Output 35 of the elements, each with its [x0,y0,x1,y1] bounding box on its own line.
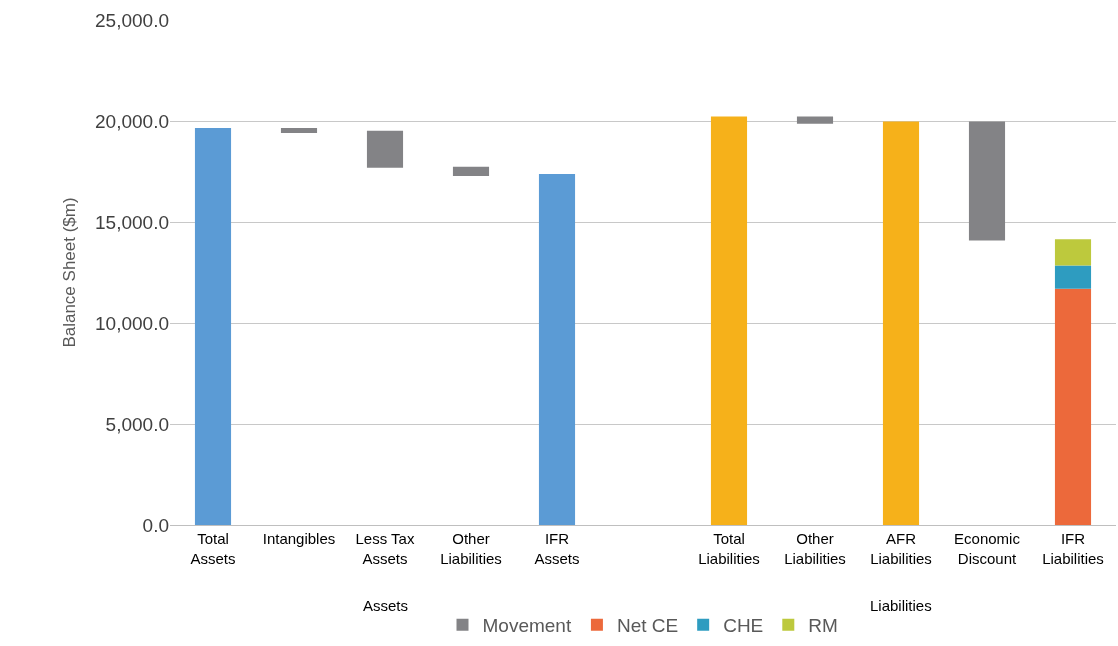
bar [366,130,404,168]
x-tick-label: AFR Liabilities [870,530,932,567]
legend-label: CHE [723,615,764,637]
bar [710,116,748,525]
y-tick-label: 20,000.0 [95,110,169,132]
x-tick-label: Less Tax Assets [355,530,415,567]
bar [968,121,1006,241]
text: Assets [363,597,409,614]
legend-label: Movement [482,615,572,637]
bar [194,128,232,525]
bar [280,128,318,134]
x-tick-label: IFR Assets [534,530,580,567]
bar [882,121,920,525]
x-tick-label: Total Assets [190,530,236,567]
x-tick-label: Economic Discount [954,530,1021,567]
x-tick-label: Intangibles [262,530,336,547]
y-tick-label: 25,000.0 [95,9,169,31]
legend-label: Net CE [616,615,679,637]
x-tick-label: Other Liabilities [784,530,846,567]
bar [1054,265,1092,289]
y-tick-label: 0.0 [142,514,169,536]
bar [796,116,834,124]
legend-label: RM [808,615,838,637]
y-tick-label: 10,000.0 [95,312,169,334]
bar [452,166,490,176]
x-tick-label: Total Liabilities [698,530,760,567]
y-tick-label: 5,000.0 [105,413,169,435]
bar [1054,288,1092,525]
bar [538,173,576,525]
x-tick-label: Other Liabilities [440,530,502,567]
y-tick-label: 15,000.0 [95,211,169,233]
y-axis-title: Balance Sheet ($m) [59,197,79,348]
bar [1054,239,1092,266]
x-tick-label: IFR Liabilities [1042,530,1104,567]
text: Liabilities [870,597,932,614]
